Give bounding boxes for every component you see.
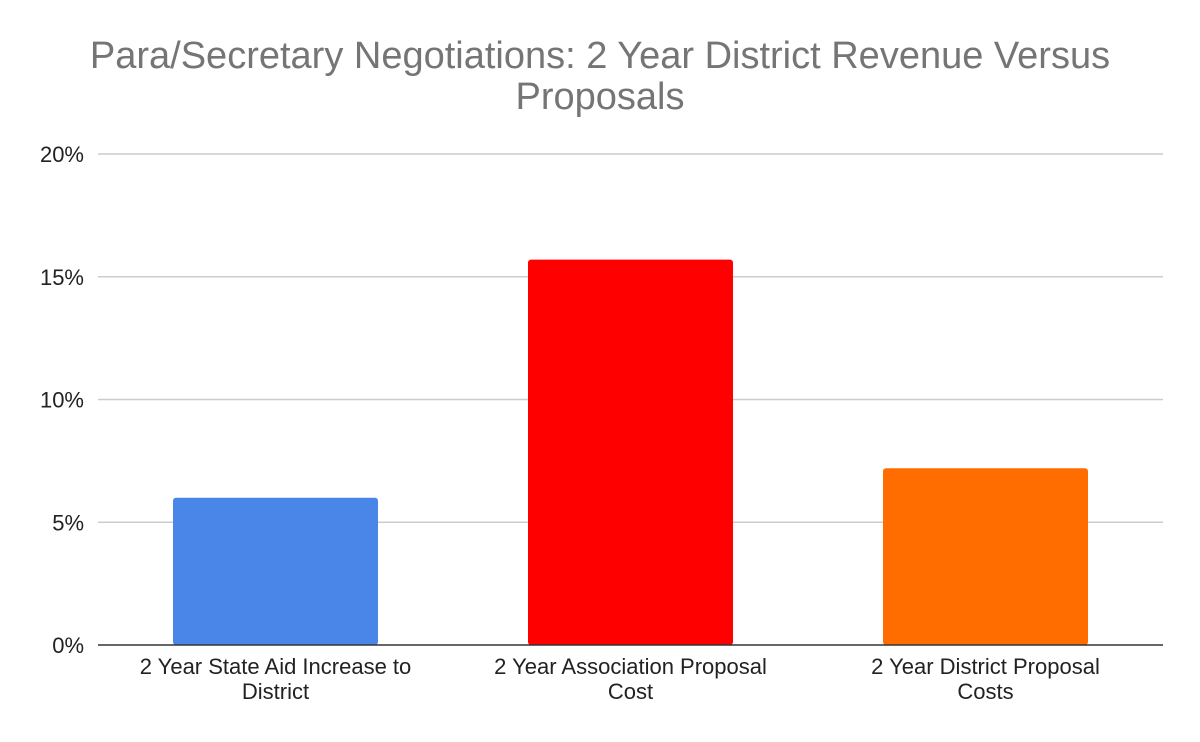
bar [528,259,733,645]
chart-title-line-1: Para/Secretary Negotiations: 2 Year Dist… [90,35,1110,77]
y-tick-label: 15% [40,265,84,290]
y-tick-label: 20% [40,142,84,167]
x-axis-category-labels: 2 Year State Aid Increase to District 2 Ye… [140,654,1100,704]
y-tick-label: 10% [40,388,84,413]
chart-title-line-2: Proposals [516,76,685,118]
y-axis-ticks: 0% 5% 10% 15% 20% [40,142,84,658]
x-category-label: 2 Year District Proposal Costs [871,654,1100,704]
y-tick-label: 0% [52,633,84,658]
chart-title: Para/Secretary Negotiations: 2 Year Dist… [90,35,1110,118]
y-tick-label: 5% [52,510,84,535]
bars [173,259,1088,645]
x-category-label: 2 Year State Aid Increase to District [140,654,412,704]
x-category-label: 2 Year Association Proposal Cost [494,654,767,704]
bar [173,497,378,645]
bar [883,468,1088,645]
